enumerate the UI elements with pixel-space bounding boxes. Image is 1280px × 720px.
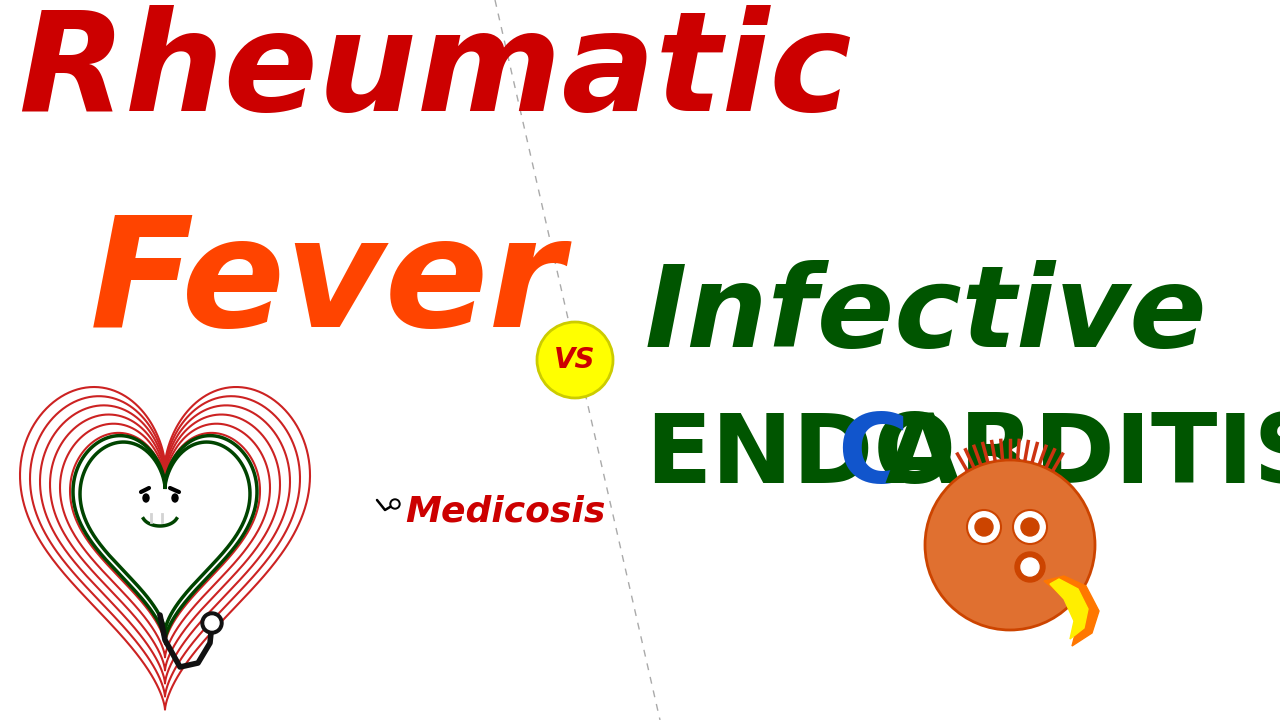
Text: Infective: Infective xyxy=(645,260,1207,371)
Circle shape xyxy=(1015,552,1044,582)
Circle shape xyxy=(392,501,398,507)
Text: VS: VS xyxy=(554,346,595,374)
Circle shape xyxy=(1021,518,1039,536)
Circle shape xyxy=(966,510,1001,544)
Circle shape xyxy=(205,616,219,630)
Ellipse shape xyxy=(157,500,165,512)
Text: Fever: Fever xyxy=(90,210,564,359)
Text: C: C xyxy=(837,410,909,503)
Circle shape xyxy=(1021,558,1039,576)
Circle shape xyxy=(538,322,613,398)
Circle shape xyxy=(925,460,1094,630)
Text: Medicosis: Medicosis xyxy=(404,495,605,529)
Ellipse shape xyxy=(143,494,148,502)
Text: Rheumatic: Rheumatic xyxy=(18,5,851,140)
Circle shape xyxy=(201,612,223,634)
Ellipse shape xyxy=(172,494,178,502)
Circle shape xyxy=(1012,510,1047,544)
Polygon shape xyxy=(1050,579,1088,639)
Circle shape xyxy=(390,499,399,509)
Text: ENDO: ENDO xyxy=(645,410,956,503)
Circle shape xyxy=(975,518,993,536)
Text: ARDITIS: ARDITIS xyxy=(884,410,1280,503)
Polygon shape xyxy=(1044,576,1100,646)
